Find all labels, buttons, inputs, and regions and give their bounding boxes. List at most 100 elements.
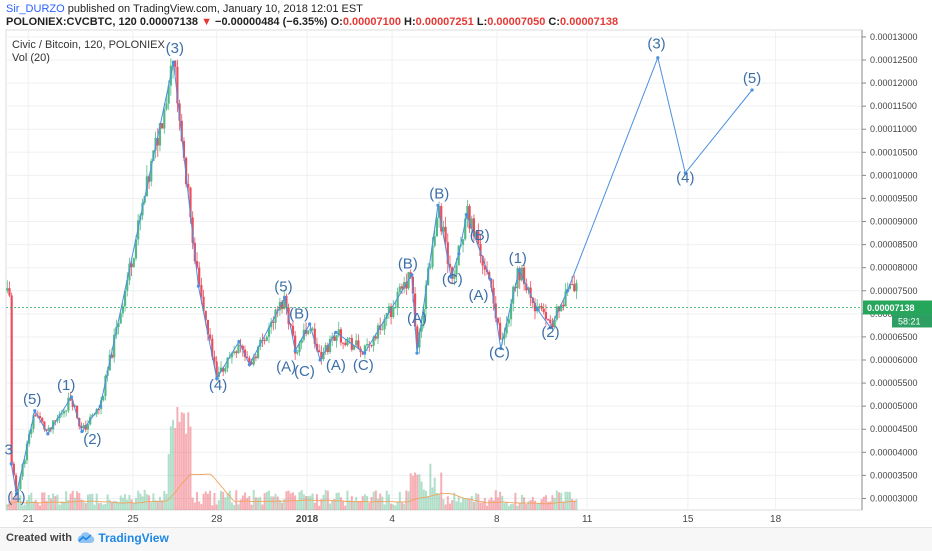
candle-body — [219, 367, 223, 372]
volume-bar — [512, 503, 515, 510]
candle-body — [372, 336, 375, 346]
candle-body — [8, 288, 11, 296]
volume-bar — [115, 501, 118, 510]
wave-pivot-point — [318, 358, 322, 362]
candle-body — [520, 267, 524, 281]
candle-body — [43, 421, 46, 430]
volume-bar — [566, 491, 569, 510]
candle-body — [505, 323, 508, 334]
candle-body — [315, 343, 319, 351]
volume-bar — [302, 494, 305, 510]
candle-body — [158, 123, 162, 146]
candle-body — [335, 335, 338, 341]
candle-body — [348, 337, 351, 339]
volume-bar — [154, 500, 157, 510]
volume-bar — [503, 503, 506, 510]
candle-body — [389, 306, 393, 318]
wave-label: (A) — [326, 357, 346, 374]
candle-body — [182, 141, 186, 158]
volume-bar — [161, 500, 164, 510]
candle-body — [398, 286, 401, 292]
volume-bar — [172, 419, 175, 510]
volume-bar — [124, 494, 127, 510]
candle-body — [60, 413, 63, 415]
volume-bar — [196, 491, 199, 510]
candle-body — [209, 334, 212, 339]
volume-bar — [86, 494, 89, 510]
tradingview-logo[interactable]: TradingView — [75, 531, 169, 545]
volume-bar — [281, 502, 284, 510]
price-chart[interactable]: 0.00013000 0.00012500 0.00012000 0.00011500… — [0, 0, 932, 527]
candle-body — [433, 236, 436, 246]
volume-bar — [121, 497, 124, 510]
wave-label: (5) — [23, 391, 41, 408]
y-axis-tick-label: 0.00012000 — [870, 78, 918, 88]
candle-body — [352, 345, 356, 350]
candle-body — [180, 120, 183, 142]
volume-bar — [483, 498, 486, 510]
candle-body — [165, 103, 168, 110]
candle-body — [518, 268, 521, 281]
close-label: C: — [548, 16, 561, 28]
candle-body — [394, 307, 397, 309]
volume-bar — [331, 500, 334, 510]
volume-bar — [307, 496, 310, 510]
candle-body — [475, 231, 478, 237]
published-text: published on TradingView.com, January 10… — [67, 3, 363, 15]
volume-bar — [19, 495, 22, 510]
candle-body — [405, 282, 408, 289]
publish-info: Sir_DURZO published on TradingView.com, … — [6, 3, 363, 15]
candle-body — [113, 334, 116, 358]
candle-body — [110, 354, 114, 358]
volume-bar — [555, 490, 558, 510]
open-value: 0.00007100 — [342, 16, 401, 28]
volume-bar — [529, 500, 532, 510]
y-axis-tick-label: 0.00011000 — [870, 124, 917, 134]
volume-bar — [525, 504, 528, 510]
wave-pivot-point — [215, 376, 219, 381]
volume-bar — [448, 503, 451, 510]
volume-bar — [414, 472, 417, 510]
volume-bar — [165, 493, 168, 510]
candle-body — [294, 335, 297, 354]
candle-body — [298, 343, 301, 353]
candle-body — [374, 336, 377, 339]
candle-body — [23, 460, 26, 465]
candle-body — [178, 103, 181, 121]
candle-body — [47, 427, 50, 431]
volume-bar — [176, 406, 179, 510]
volume-bar — [267, 490, 270, 510]
candle-body — [130, 263, 133, 268]
author-link[interactable]: Sir_DURZO — [6, 3, 65, 15]
candle-body — [300, 339, 303, 344]
candle-body — [230, 353, 234, 358]
volume-bar — [400, 502, 403, 510]
volume-bar — [126, 499, 129, 510]
y-axis-tick-label: 0.00010500 — [870, 147, 918, 157]
volume-bar — [36, 503, 39, 510]
volume-bar — [209, 490, 212, 510]
volume-bar — [339, 497, 342, 510]
volume-bar — [385, 490, 388, 510]
volume-bar — [215, 504, 218, 510]
candle-body — [564, 291, 567, 307]
volume-bar — [468, 498, 471, 510]
volume-bar — [549, 501, 552, 510]
candle-body — [546, 319, 550, 321]
candle-body — [256, 346, 260, 359]
volume-bar — [551, 495, 554, 510]
volume-bar — [272, 496, 275, 510]
wave-pivot-point — [488, 277, 492, 281]
volume-bar — [510, 504, 513, 510]
ohlc-info: POLONIEX:CVCBTC, 120 0.00007138 ▼ −0.000… — [6, 16, 618, 28]
y-axis-tick-label: 0.00005000 — [870, 401, 918, 411]
volume-bar — [490, 497, 493, 510]
candle-body — [470, 218, 473, 229]
candle-body — [189, 187, 192, 218]
volume-bar — [113, 500, 116, 510]
candle-body — [361, 352, 364, 355]
candle-body — [241, 345, 244, 350]
volume-bar — [381, 496, 384, 510]
volume-bar — [252, 489, 255, 510]
volume-bar — [206, 493, 209, 510]
